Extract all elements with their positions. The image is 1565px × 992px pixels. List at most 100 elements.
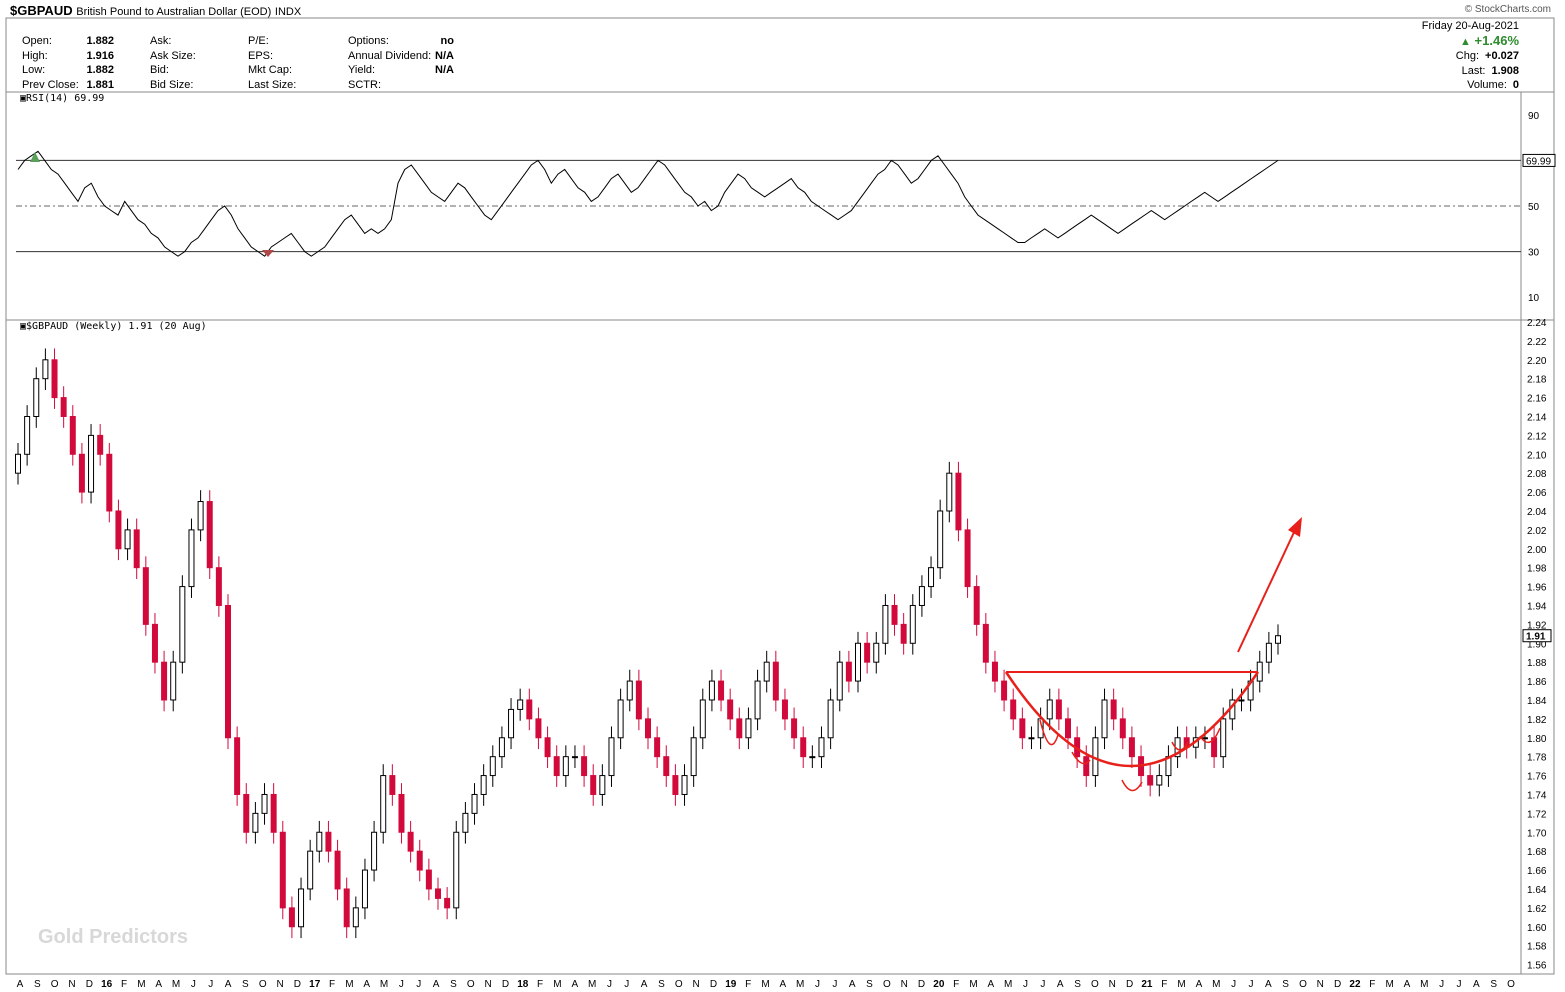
candle <box>517 699 524 710</box>
price-tick-label: 1.92 <box>1527 620 1547 631</box>
candle <box>1128 737 1135 758</box>
stat-row: Bid: <box>150 63 230 78</box>
stat-value: no <box>440 35 454 47</box>
x-tick-label: J <box>1456 979 1461 990</box>
price-tick-label: 2.20 <box>1527 356 1547 367</box>
x-tick-label: S <box>1490 979 1497 990</box>
stat-row: Open: 1.882 <box>22 34 114 49</box>
price-tick-label: 1.90 <box>1527 639 1547 650</box>
stats-col-4: Options: no Annual Dividend: N/A Yield: N/A SC… <box>348 34 454 92</box>
x-tick-label: J <box>1248 979 1253 990</box>
candle <box>1238 699 1245 702</box>
x-tick-label: S <box>1282 979 1289 990</box>
x-tick-label: S <box>242 979 249 990</box>
stat-row: Last Size: <box>248 78 328 93</box>
x-tick-label: D <box>1126 979 1133 990</box>
x-tick-label: J <box>191 979 196 990</box>
x-tick-label: 16 <box>101 979 113 990</box>
price-tick-label: 1.84 <box>1527 696 1547 707</box>
last-value: 1.908 <box>1491 64 1519 77</box>
candle <box>873 642 880 663</box>
x-tick-label: N <box>1317 979 1324 990</box>
x-tick-label: A <box>988 979 995 990</box>
candle <box>781 699 788 720</box>
stat-label: Bid: <box>150 64 169 76</box>
stat-label: Annual Dividend: <box>348 49 432 62</box>
candle <box>1119 718 1126 739</box>
x-tick-label: M <box>172 979 180 990</box>
x-tick-label: S <box>450 979 457 990</box>
candle <box>836 661 843 701</box>
candle <box>371 831 378 871</box>
x-tick-label: D <box>502 979 509 990</box>
candle <box>480 775 487 795</box>
price-tick-label: 1.70 <box>1527 828 1547 839</box>
x-tick-label: A <box>1057 979 1064 990</box>
last-label: Last: <box>1461 64 1486 77</box>
candle <box>151 623 158 663</box>
x-tick-label: O <box>51 979 59 990</box>
x-tick-label: J <box>1040 979 1045 990</box>
x-tick-label: M <box>1385 979 1393 990</box>
candle <box>818 737 825 758</box>
x-tick-label: M <box>380 979 388 990</box>
candle <box>124 529 131 550</box>
candle <box>115 510 122 550</box>
x-tick-label: M <box>345 979 353 990</box>
stat-row: Options: no <box>348 34 454 49</box>
candle <box>617 699 624 739</box>
stat-label: High: <box>22 49 48 62</box>
candle <box>498 737 505 758</box>
candle <box>69 415 76 455</box>
price-tick-label: 1.62 <box>1527 904 1547 915</box>
price-tick-label: 2.00 <box>1527 545 1547 556</box>
candle <box>78 453 85 493</box>
bump-curve <box>1039 719 1059 746</box>
x-tick-label: O <box>883 979 891 990</box>
candle <box>562 756 569 777</box>
exchange: INDX <box>274 6 302 18</box>
candle <box>882 604 889 644</box>
price-tick-label: 1.56 <box>1527 961 1547 972</box>
candle <box>745 718 752 739</box>
x-tick-label: N <box>484 979 491 990</box>
x-tick-label: S <box>658 979 665 990</box>
candle <box>425 869 432 890</box>
candle <box>909 604 916 644</box>
x-tick-label: 22 <box>1349 979 1361 990</box>
rsi-last-value: 69.99 <box>1526 156 1551 167</box>
stats-col-2: Ask: Ask Size: Bid: Bid Size: <box>150 34 230 92</box>
x-tick-label: F <box>537 979 543 990</box>
summary-date: Friday 20-Aug-2021 <box>1421 20 1519 32</box>
x-tick-label: D <box>294 979 301 990</box>
price-tick-label: 2.16 <box>1527 394 1547 405</box>
candle <box>453 831 460 909</box>
price-tick-label: 2.06 <box>1527 488 1547 499</box>
x-tick-label: A <box>225 979 232 990</box>
x-tick-label: M <box>761 979 769 990</box>
x-tick-label: A <box>641 979 648 990</box>
x-tick-label: N <box>1109 979 1116 990</box>
candle <box>708 680 715 701</box>
candle <box>1110 699 1117 720</box>
candle <box>754 680 761 720</box>
stat-label: Mkt Cap: <box>248 64 293 76</box>
candle <box>508 708 515 739</box>
x-tick-label: J <box>208 979 213 990</box>
candle <box>261 793 268 814</box>
x-tick-label: O <box>467 979 475 990</box>
price-tick-label: 1.72 <box>1527 809 1547 820</box>
x-tick-label: A <box>1265 979 1272 990</box>
candle <box>590 775 597 795</box>
candle <box>471 793 478 814</box>
x-tick-label: N <box>68 979 75 990</box>
candle <box>334 850 341 890</box>
candle <box>772 661 779 701</box>
stat-label: Low: <box>22 64 46 76</box>
stat-label: Open: <box>22 35 52 47</box>
x-tick-label: 19 <box>725 979 737 990</box>
candle <box>1265 642 1272 663</box>
stat-label: Ask: <box>150 35 172 47</box>
x-tick-label: M <box>1212 979 1220 990</box>
